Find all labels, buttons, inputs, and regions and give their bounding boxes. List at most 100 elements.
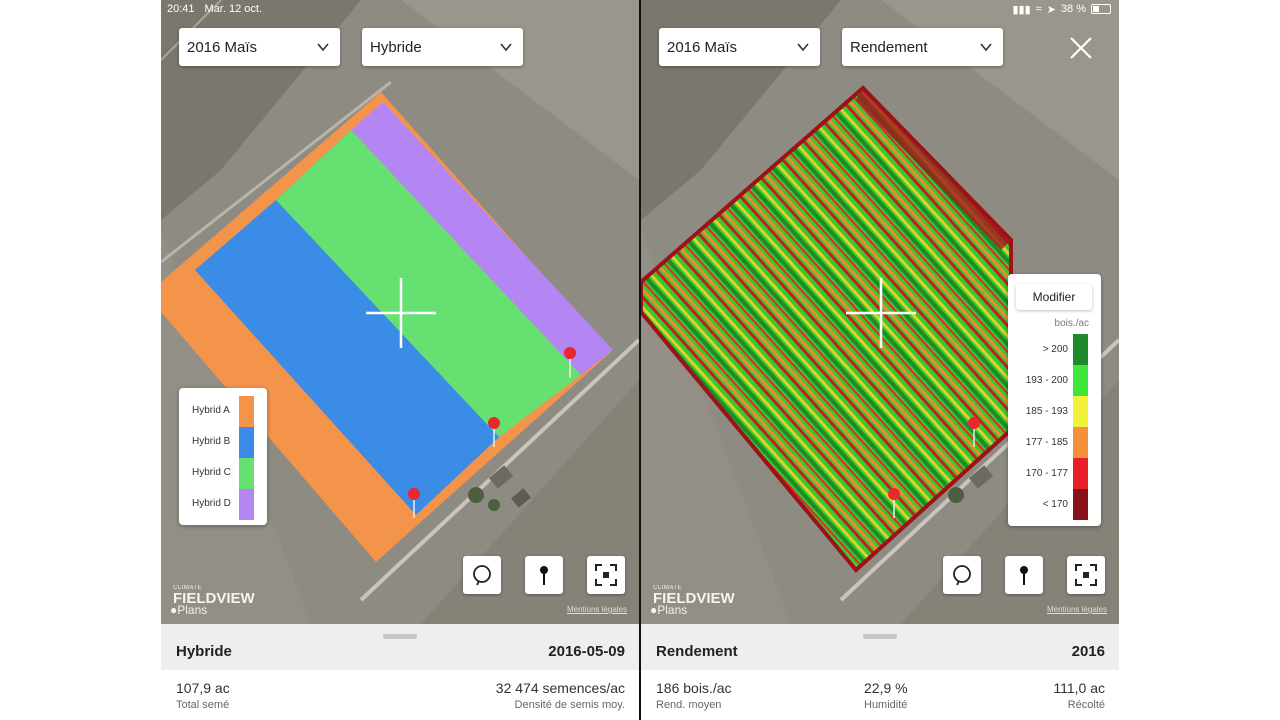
map-marker-icon[interactable] bbox=[888, 488, 900, 518]
legend-item: Hybrid B bbox=[179, 427, 267, 458]
legend-swatch bbox=[1073, 458, 1088, 489]
map-marker-icon[interactable] bbox=[564, 347, 576, 378]
layer-dropdown-value: Rendement bbox=[850, 38, 928, 56]
hybrid-c-zone bbox=[276, 130, 581, 437]
farm-buildings bbox=[468, 465, 531, 511]
apple-icon: ● bbox=[650, 603, 658, 617]
legend-swatch bbox=[239, 489, 254, 520]
pin-button[interactable] bbox=[1005, 556, 1043, 594]
legend-swatch bbox=[1073, 365, 1088, 396]
legend-item: > 200 bbox=[1008, 334, 1101, 365]
season-dropdown[interactable]: 2016 Maïs bbox=[659, 28, 820, 66]
legend-swatch bbox=[1073, 334, 1088, 365]
harvested-area-value: 111,0 ac bbox=[1053, 680, 1105, 696]
crosshair-icon bbox=[366, 278, 436, 348]
battery-level: 38 % bbox=[1060, 3, 1086, 15]
lasso-button[interactable] bbox=[463, 556, 501, 594]
hybrid-map[interactable]: 20:41 Mar. 12 oct. 2016 Maïs Hybride Hyb… bbox=[161, 0, 639, 624]
pin-icon bbox=[1020, 566, 1028, 585]
legend-label: 193 - 200 bbox=[1025, 375, 1068, 386]
drag-handle[interactable] bbox=[863, 634, 897, 639]
drag-handle[interactable] bbox=[383, 634, 417, 639]
avg-yield-value: 186 bois./ac bbox=[656, 680, 732, 696]
status-date: Mar. 12 oct. bbox=[204, 3, 263, 15]
legend-unit: bois./ac bbox=[1054, 318, 1089, 329]
apple-maps-attribution: ●Plans bbox=[170, 603, 208, 617]
legend-label: Hybrid D bbox=[192, 498, 231, 509]
bottom-sheet[interactable]: Hybride 2016-05-09 107,9 ac Total semé 3… bbox=[161, 624, 639, 720]
pin-icon bbox=[540, 566, 548, 585]
seed-density-value: 32 474 semences/ac bbox=[495, 680, 625, 696]
apple-maps-attribution: ●Plans bbox=[650, 603, 688, 617]
legend-label: Hybrid B bbox=[192, 436, 231, 447]
harvested-area-label: Récolté bbox=[1067, 699, 1105, 711]
fit-extent-icon bbox=[1075, 564, 1097, 586]
location-arrow-icon: ➤ bbox=[1046, 3, 1056, 16]
legend-swatch bbox=[1073, 396, 1088, 427]
layer-dropdown[interactable]: Rendement bbox=[842, 28, 1003, 66]
sheet-header: Hybride 2016-05-09 bbox=[161, 624, 639, 670]
status-bar-right: ▮▮▮ ≈ ➤ 38 % bbox=[1012, 0, 1111, 18]
legal-link[interactable]: Mentions légales bbox=[1046, 605, 1107, 614]
fit-extent-icon bbox=[595, 564, 617, 586]
yield-legend: Modifier bois./ac > 200 193 - 200 185 - … bbox=[1008, 274, 1101, 526]
bottom-sheet[interactable]: Rendement 2016 186 bois./ac Rend. moyen … bbox=[641, 624, 1119, 720]
chevron-down-icon bbox=[797, 43, 809, 52]
map-marker-icon[interactable] bbox=[968, 417, 980, 447]
legend-item: Hybrid A bbox=[179, 396, 267, 427]
legend-label: < 170 bbox=[1042, 499, 1068, 510]
lasso-icon bbox=[953, 565, 971, 586]
layer-dropdown[interactable]: Hybride bbox=[362, 28, 523, 66]
modify-legend-button[interactable]: Modifier bbox=[1016, 284, 1092, 310]
map-marker-icon[interactable] bbox=[408, 488, 420, 518]
legend-item: 193 - 200 bbox=[1008, 365, 1101, 396]
legend-item: Hybrid C bbox=[179, 458, 267, 489]
seed-density-label: Densité de semis moy. bbox=[514, 699, 625, 711]
chevron-down-icon bbox=[980, 43, 992, 52]
legend-label: > 200 bbox=[1042, 344, 1068, 355]
split-divider[interactable] bbox=[639, 0, 641, 720]
left-map-panel: 20:41 Mar. 12 oct. 2016 Maïs Hybride Hyb… bbox=[161, 0, 639, 720]
fit-extent-button[interactable] bbox=[587, 556, 625, 594]
legend-label: 170 - 177 bbox=[1025, 468, 1068, 479]
legend-label: Hybrid A bbox=[192, 405, 230, 416]
crosshair-icon bbox=[846, 278, 916, 348]
total-planted-value: 107,9 ac bbox=[176, 680, 230, 696]
layer-dropdown-value: Hybride bbox=[370, 38, 422, 56]
avg-yield-label: Rend. moyen bbox=[656, 699, 722, 711]
harvest-year: 2016 bbox=[1071, 643, 1105, 660]
map-marker-icon[interactable] bbox=[488, 417, 500, 447]
season-dropdown[interactable]: 2016 Maïs bbox=[179, 28, 340, 66]
moisture-value: 22,9 % bbox=[864, 680, 908, 696]
season-dropdown-value: 2016 Maïs bbox=[667, 38, 738, 56]
chevron-down-icon bbox=[317, 43, 329, 52]
wifi-icon: ≈ bbox=[1035, 3, 1042, 15]
legend-item: 170 - 177 bbox=[1008, 458, 1101, 489]
planting-date: 2016-05-09 bbox=[548, 643, 625, 660]
fieldview-logo: CLIMATE FIELDVIEW bbox=[653, 585, 735, 607]
farm-buildings bbox=[948, 465, 994, 503]
apple-icon: ● bbox=[170, 603, 178, 617]
pin-button[interactable] bbox=[525, 556, 563, 594]
legend-label: 177 - 185 bbox=[1025, 437, 1068, 448]
chevron-down-icon bbox=[500, 43, 512, 52]
close-icon[interactable] bbox=[1069, 36, 1093, 60]
legend-item: 185 - 193 bbox=[1008, 396, 1101, 427]
season-dropdown-value: 2016 Maïs bbox=[187, 38, 258, 56]
lasso-button[interactable] bbox=[943, 556, 981, 594]
status-time: 20:41 bbox=[167, 3, 195, 15]
sheet-title: Rendement bbox=[656, 643, 738, 660]
legend-item: Hybrid D bbox=[179, 489, 267, 520]
yield-map[interactable]: ▮▮▮ ≈ ➤ 38 % 2016 Maïs Rendement Modifie… bbox=[641, 0, 1119, 624]
hybrid-b-zone bbox=[195, 200, 499, 515]
legend-item: < 170 bbox=[1008, 489, 1101, 520]
legal-link[interactable]: Mentions légales bbox=[566, 605, 627, 614]
fit-extent-button[interactable] bbox=[1067, 556, 1105, 594]
battery-icon bbox=[1091, 4, 1111, 14]
sheet-title: Hybride bbox=[176, 643, 232, 660]
total-planted-label: Total semé bbox=[176, 699, 230, 711]
legend-item: 177 - 185 bbox=[1008, 427, 1101, 458]
hybrid-legend: Hybrid A Hybrid B Hybrid C Hybrid D bbox=[179, 388, 267, 525]
signal-icon: ▮▮▮ bbox=[1012, 3, 1031, 16]
legend-swatch bbox=[239, 458, 254, 489]
